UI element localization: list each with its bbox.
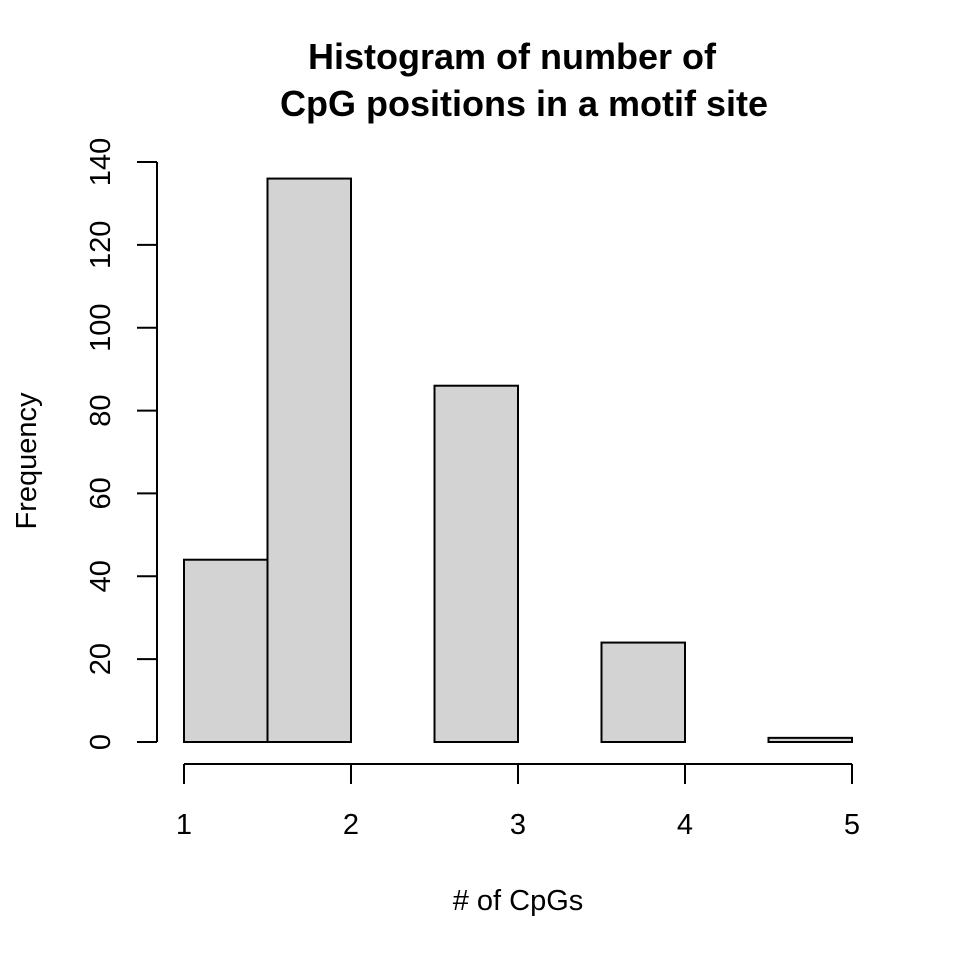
y-tick-label-5: 100 bbox=[85, 304, 117, 352]
chart-title-line-2: CpG positions in a motif site bbox=[280, 83, 768, 124]
histogram-bar-1 bbox=[266, 177, 352, 744]
y-tick-label-0: 0 bbox=[85, 734, 117, 750]
histogram-bar-3 bbox=[433, 384, 519, 743]
histogram-bar-0 bbox=[183, 558, 269, 744]
y-tick-label-7: 140 bbox=[85, 138, 117, 186]
x-tick-label-3: 4 bbox=[677, 809, 693, 841]
y-tick-label-1: 20 bbox=[85, 643, 117, 675]
x-tick-label-1: 2 bbox=[343, 809, 359, 841]
histogram-bar-7 bbox=[767, 736, 853, 743]
y-tick-label-2: 40 bbox=[85, 560, 117, 592]
y-axis: 0 20 40 60 80 100 120 140 bbox=[85, 138, 158, 750]
y-tick-label-3: 60 bbox=[85, 477, 117, 509]
x-axis-label: # of CpGs bbox=[453, 885, 584, 917]
histogram-bar-5 bbox=[600, 641, 686, 743]
chart-title-line-1: Histogram of number of bbox=[308, 36, 717, 77]
y-tick-label-4: 80 bbox=[85, 394, 117, 426]
x-axis: 1 2 3 4 5 bbox=[176, 763, 860, 841]
x-tick-label-2: 3 bbox=[510, 809, 526, 841]
y-axis-label: Frequency bbox=[11, 392, 43, 530]
y-tick-label-6: 120 bbox=[85, 221, 117, 269]
x-tick-label-4: 5 bbox=[844, 809, 860, 841]
x-tick-label-0: 1 bbox=[176, 809, 192, 841]
bars-group bbox=[183, 177, 853, 744]
